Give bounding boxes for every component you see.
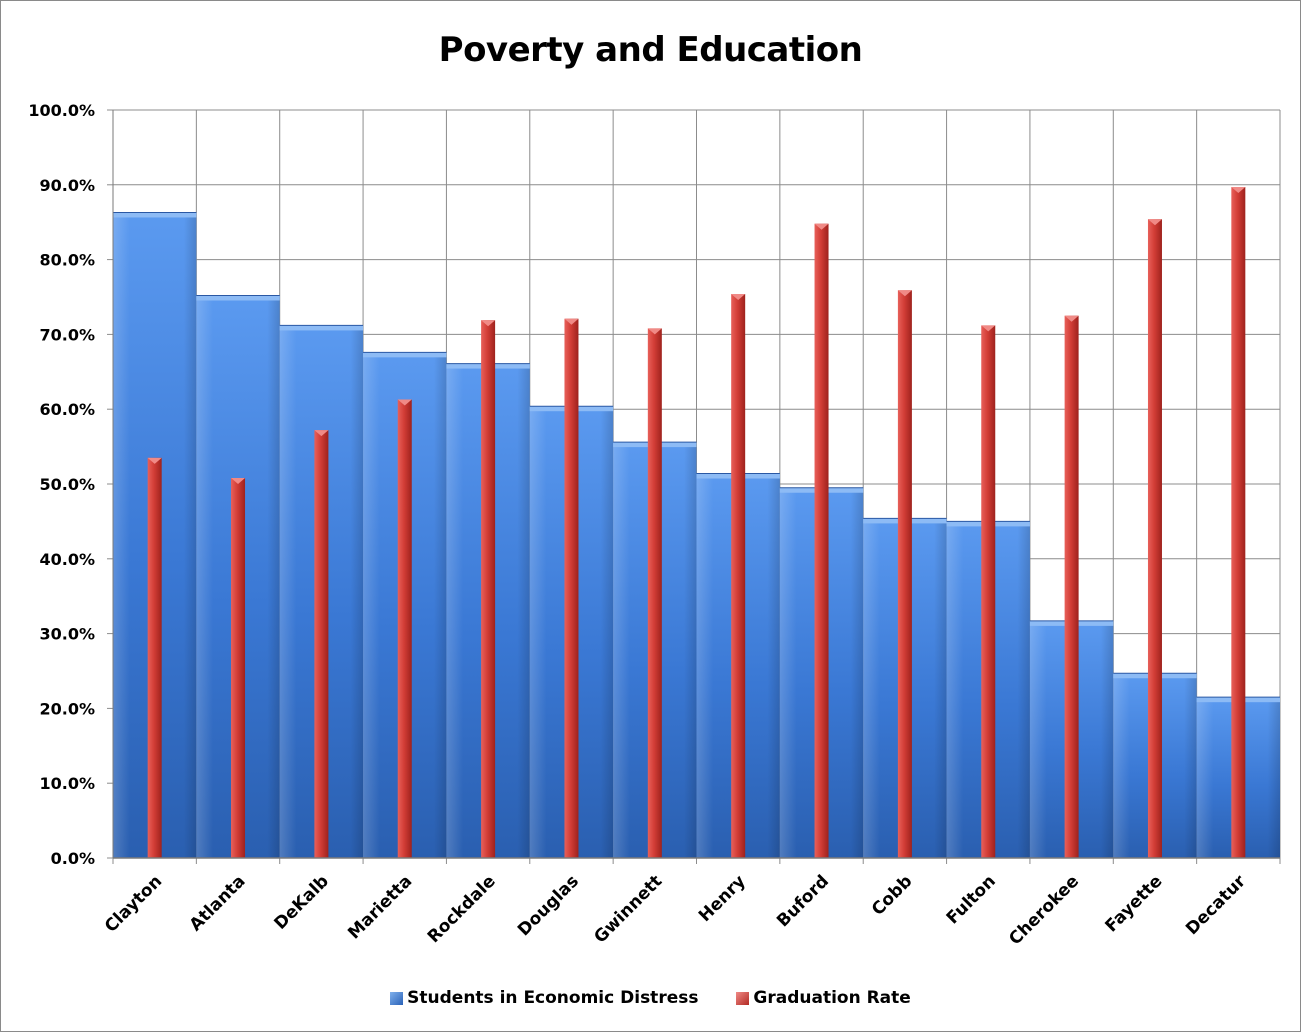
legend-item-distress: Students in Economic Distress — [390, 988, 698, 1008]
bar-graduation-cap — [397, 399, 412, 406]
y-tick-label: 70.0% — [39, 325, 95, 344]
legend-swatch-blue — [390, 991, 404, 1005]
bar-graduation-gwinnett — [647, 328, 662, 858]
bar-graduation-douglas — [564, 318, 579, 858]
y-tick-label: 100.0% — [28, 101, 95, 120]
bar-graduation-cap — [897, 290, 912, 297]
legend-label-graduation: Graduation Rate — [753, 988, 911, 1008]
y-tick-label: 10.0% — [39, 774, 95, 793]
bar-graduation-cap — [814, 223, 829, 230]
y-tick-label: 60.0% — [39, 400, 95, 419]
x-tick-label-buford: Buford — [773, 871, 833, 931]
x-tick-label-atlanta: Atlanta — [186, 871, 250, 935]
x-tick-label-rockdale: Rockdale — [424, 871, 500, 947]
x-tick-label-fayette: Fayette — [1101, 871, 1166, 936]
x-tick-label-decatur: Decatur — [1182, 871, 1250, 939]
bar-graduation-atlanta — [231, 478, 246, 858]
bar-graduation-cap — [731, 294, 746, 301]
y-tick-label: 90.0% — [39, 176, 95, 195]
x-tick-label-cherokee: Cherokee — [1005, 871, 1083, 949]
bar-graduation-cap — [564, 318, 579, 325]
legend: Students in Economic Distress Graduation… — [0, 988, 1301, 1010]
bar-graduation-cap — [481, 320, 496, 327]
y-tick-label: 0.0% — [51, 849, 95, 868]
bar-distress-cap — [196, 295, 280, 301]
bar-graduation-cap — [1231, 187, 1246, 194]
legend-item-graduation: Graduation Rate — [736, 988, 911, 1008]
y-tick-label: 40.0% — [39, 550, 95, 569]
bar-graduation-henry — [731, 294, 746, 858]
x-tick-label-dekalb: DeKalb — [270, 871, 332, 933]
y-tick-label: 80.0% — [39, 251, 95, 270]
bar-graduation-dekalb — [314, 430, 329, 858]
bar-graduation-fayette — [1147, 219, 1162, 858]
bar-graduation-cherokee — [1064, 315, 1079, 858]
bar-distress-cap — [279, 325, 364, 331]
legend-label-distress: Students in Economic Distress — [407, 988, 699, 1008]
bar-graduation-cap — [647, 328, 662, 335]
bar-graduation-buford — [814, 223, 829, 859]
chart-title: Poverty and Education — [438, 30, 863, 70]
y-tick-label: 30.0% — [39, 625, 95, 644]
bar-graduation-fulton — [981, 325, 996, 858]
bar-graduation-decatur — [1231, 187, 1246, 858]
x-tick-label-gwinnett: Gwinnett — [590, 871, 666, 947]
bar-graduation-cap — [147, 457, 162, 464]
bar-graduation-cobb — [897, 290, 912, 858]
bar-distress-cap — [363, 352, 447, 358]
x-tick-label-fulton: Fulton — [943, 871, 1000, 928]
bar-graduation-cap — [1064, 315, 1079, 322]
bar-graduation-marietta — [397, 399, 412, 858]
y-tick-label: 20.0% — [39, 699, 95, 718]
legend-swatch-red — [736, 991, 750, 1005]
bar-graduation-rockdale — [481, 320, 496, 858]
x-tick-label-henry: Henry — [695, 871, 750, 926]
bar-graduation-cap — [981, 325, 996, 332]
bar-graduation-cap — [1147, 219, 1162, 226]
bar-graduation-clayton — [147, 457, 162, 858]
x-tick-label-douglas: Douglas — [514, 871, 583, 940]
x-tick-label-clayton: Clayton — [101, 871, 166, 936]
x-tick-label-marietta: Marietta — [344, 871, 416, 943]
bar-graduation-cap — [314, 430, 329, 437]
x-tick-label-cobb: Cobb — [868, 871, 916, 919]
bar-graduation-cap — [231, 478, 246, 485]
y-tick-label: 50.0% — [39, 475, 95, 494]
bar-distress-cap — [113, 212, 197, 218]
